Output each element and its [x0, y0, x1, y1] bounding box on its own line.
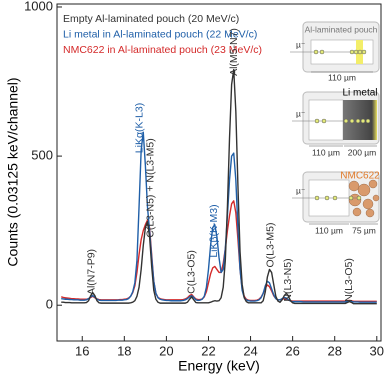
muon-dots [313, 49, 367, 55]
y-tick-label: 1000 [24, 0, 53, 13]
spectrum-line [61, 68, 377, 305]
dim-label: 110 µm [315, 225, 343, 235]
spectrum-line [61, 131, 377, 303]
inset-nmc: NMC622 µ⁻ 110 µm 75 µm [292, 171, 380, 235]
muon-label: µ⁻ [296, 108, 306, 118]
y-axis-label: Counts (0.03125 keV/channel) [5, 77, 21, 266]
peak-annotation: C(L3-O5) [185, 250, 197, 294]
x-tick-label: 22 [201, 343, 215, 358]
muon-label: µ⁻ [296, 39, 306, 49]
legend-entry: Empty Al-laminated pouch (20 MeV/c) [63, 13, 239, 25]
peak-annotation: LiKα(K-L3) [133, 103, 145, 153]
peak-annotation: Al(N7-P9) [85, 249, 97, 295]
plot-frame [56, 3, 382, 342]
x-tick-label: 16 [75, 343, 89, 358]
dim-label: 75 µm [352, 225, 376, 235]
x-tick-label: 30 [370, 343, 384, 358]
x-tick-label: 18 [117, 343, 131, 358]
legend-entry: Li metal in Al-laminated pouch (22 MeV/c… [63, 28, 257, 40]
inset-li-metal: Li metal µ⁻ 110 µm 200 µm [292, 88, 380, 157]
peak-annotation: LiKβ(K-M3) [208, 204, 220, 257]
peak-annotation: C(L3-N5) + N(L3-M5) [144, 138, 156, 237]
peak-annotation: O(L3-M5) [264, 223, 276, 268]
peak-annotation: N(L3-N5) [282, 258, 294, 301]
inset-label: NMC622 [340, 171, 380, 182]
y-tick-label: 0 [46, 297, 53, 312]
dim-label: 110 µm [312, 147, 340, 157]
x-axis-label: Energy (keV) [178, 358, 260, 374]
inset-label: Li metal [342, 88, 377, 99]
x-tick-label: 20 [159, 343, 173, 358]
x-tick-label: 28 [327, 343, 341, 358]
dim-label: 200 µm [348, 147, 377, 157]
x-tick-label: 26 [285, 343, 299, 358]
peak-annotation: Al(M5-N7) [228, 28, 240, 76]
x-tick-label: 24 [243, 343, 257, 358]
muon-dots [314, 118, 371, 124]
peak-annotation: N(L3-O5) [343, 258, 355, 302]
muon-label: µ⁻ [296, 185, 306, 195]
dim-label: 110 µm [328, 72, 356, 82]
inset-empty-pouch: Al-laminated pouch µ⁻ 110 µm [290, 21, 380, 82]
y-tick-label: 500 [31, 148, 53, 163]
muon-dots [314, 195, 362, 201]
inset-label: Al-laminated pouch [305, 24, 378, 34]
legend-entry: NMC622 in Al-laminated pouch (23 MeV/c) [63, 44, 262, 56]
